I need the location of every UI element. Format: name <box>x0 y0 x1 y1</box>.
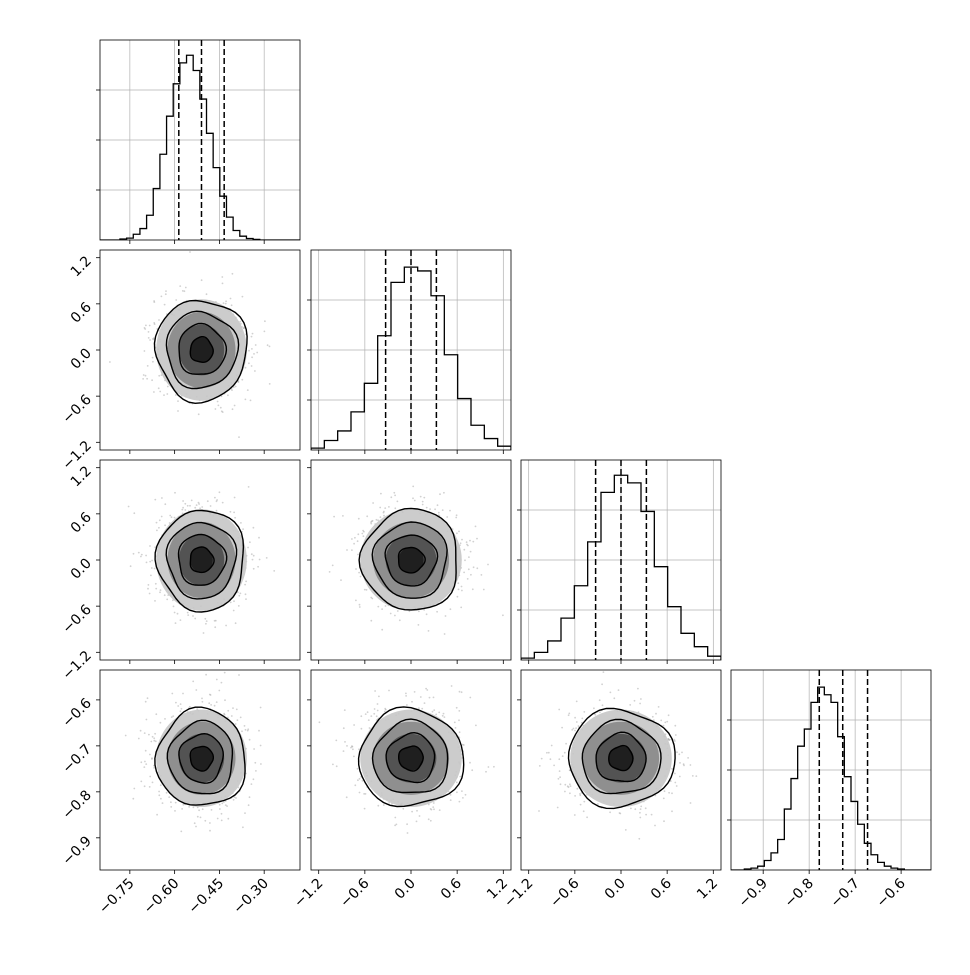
scatter-frame <box>99 249 301 451</box>
x-tick-label: −0.60 <box>141 876 183 918</box>
contour-line-0 <box>189 745 214 772</box>
contour-line-3 <box>358 507 457 611</box>
contour-line-2 <box>581 718 662 795</box>
histogram-panel-2 <box>517 460 721 664</box>
x-tick-label: −0.75 <box>96 876 138 918</box>
scatter-panel-0-1 <box>96 251 271 454</box>
contour-line-0 <box>189 336 214 364</box>
contour-line-0 <box>189 546 215 574</box>
scatter-frame <box>99 459 301 661</box>
y-tick-label: −0.6 <box>59 695 94 730</box>
scatter-frame <box>310 669 512 871</box>
contour-line-1 <box>385 731 436 784</box>
x-tick-label: 1.2 <box>694 876 721 903</box>
histogram-step-2 <box>521 474 721 660</box>
density-fill <box>190 547 213 573</box>
scatter-frame <box>520 669 722 871</box>
histogram-frame-1 <box>310 249 512 451</box>
x-tick-label: −0.8 <box>782 876 817 911</box>
histogram-frame-3 <box>730 669 932 871</box>
y-tick-label: −0.6 <box>59 602 94 637</box>
scatter-panel-0-3 <box>96 671 265 874</box>
x-tick-label: −1.2 <box>291 876 326 911</box>
y-tick-label: −1.2 <box>59 648 94 683</box>
contour-line-2 <box>371 718 449 794</box>
scatter-frame <box>99 669 301 871</box>
x-tick-label: 0.6 <box>648 875 675 902</box>
y-tick-label: 0.0 <box>68 556 95 583</box>
density-fill <box>398 746 424 771</box>
histogram-frame-2 <box>520 459 722 661</box>
x-tick-label: −1.2 <box>501 876 536 911</box>
density-fill <box>190 746 213 771</box>
scatter-panel-1-2 <box>307 467 504 664</box>
contour-line-1 <box>178 732 225 784</box>
x-tick-label: −0.7 <box>828 876 863 911</box>
scatter-points <box>124 671 262 833</box>
y-tick-label: 1.2 <box>68 253 95 280</box>
contour-line-0 <box>398 745 424 772</box>
histogram-panel-0 <box>96 40 300 244</box>
density-blocks <box>156 299 247 401</box>
contour-line-3 <box>567 707 676 810</box>
contour-line-0 <box>608 744 634 772</box>
contour-line-1 <box>595 731 647 783</box>
contour-line-2 <box>371 521 448 599</box>
contour-line-3 <box>154 706 246 806</box>
contour-line-2 <box>165 310 240 390</box>
contour-line-1 <box>177 533 228 586</box>
x-tick-label: −0.30 <box>230 876 272 918</box>
x-tick-label: −0.9 <box>736 876 771 911</box>
y-tick-label: −0.6 <box>59 392 94 427</box>
y-tick-label: −0.7 <box>59 741 94 776</box>
y-tick-label: 0.6 <box>68 299 95 326</box>
histogram-step-0 <box>100 54 300 240</box>
contour-line-2 <box>165 521 238 600</box>
density-fill <box>190 337 213 363</box>
x-tick-label: −0.45 <box>186 876 228 918</box>
x-tick-label: −0.6 <box>337 875 372 910</box>
contour-line-3 <box>357 706 465 808</box>
x-tick-label: 0.6 <box>438 875 465 902</box>
histogram-panel-3 <box>727 670 931 874</box>
scatter-panel-2-3 <box>517 671 714 874</box>
y-tick-label: 0.0 <box>68 346 95 373</box>
scatter-frame <box>310 459 512 661</box>
density-fill <box>608 746 634 771</box>
contour-line-1 <box>178 322 228 375</box>
scatter-panel-0-2 <box>96 467 276 664</box>
y-tick-label: 0.6 <box>68 509 95 536</box>
x-tick-label: −0.6 <box>874 875 909 910</box>
histogram-frame-0 <box>99 39 301 241</box>
y-tick-label: −0.9 <box>59 833 94 868</box>
contour-line-1 <box>384 534 439 587</box>
contour-line-0 <box>397 546 426 574</box>
x-tick-label: 0.0 <box>392 876 419 903</box>
histogram-panel-1 <box>307 250 511 454</box>
y-tick-label: −0.8 <box>59 787 94 822</box>
histogram-step-3 <box>731 686 931 870</box>
contour-line-3 <box>153 299 248 405</box>
contour-line-2 <box>166 719 234 795</box>
histogram-step-1 <box>311 266 511 450</box>
contour-line-3 <box>154 509 245 613</box>
x-tick-label: −0.6 <box>547 875 582 910</box>
scatter-panel-1-3 <box>307 685 504 874</box>
x-tick-label: 0.0 <box>602 876 629 903</box>
density-fill <box>398 547 424 573</box>
y-tick-label: −1.2 <box>59 438 94 473</box>
